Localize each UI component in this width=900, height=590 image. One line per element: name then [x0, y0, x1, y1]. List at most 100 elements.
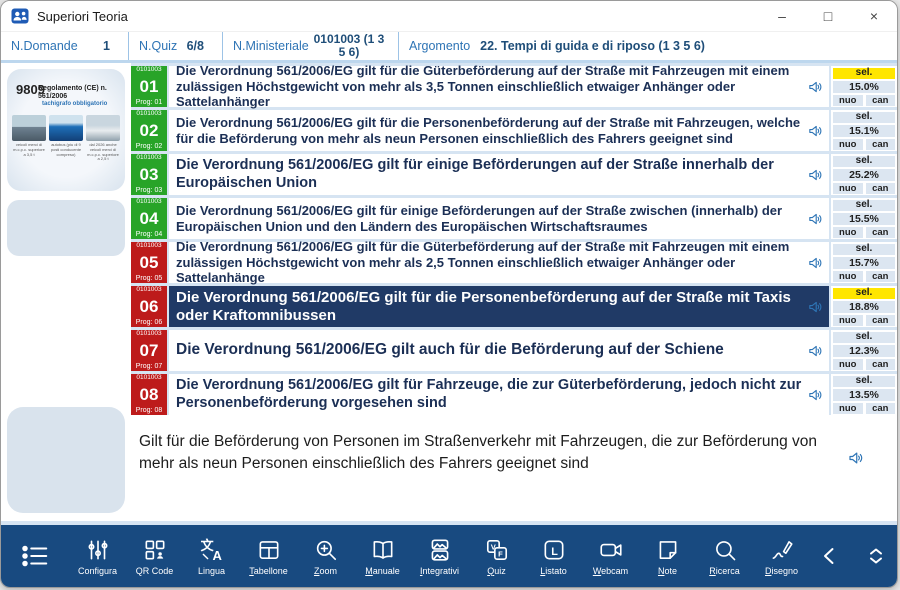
can-button[interactable]: can: [865, 358, 895, 370]
can-button[interactable]: can: [865, 226, 895, 238]
question-number-badge[interactable]: 0101003 03 Prog: 03: [131, 154, 167, 195]
nuo-button[interactable]: nuo: [833, 138, 863, 150]
speaker-icon[interactable]: [807, 122, 824, 139]
sel-button[interactable]: sel.: [833, 111, 895, 123]
configura-button[interactable]: Configura: [69, 537, 126, 576]
question-row[interactable]: 0101003 07 Prog: 07 Die Verordnung 561/2…: [131, 330, 897, 371]
question-text[interactable]: Die Verordnung 561/2006/EG gilt für die …: [169, 110, 829, 151]
manuale-button[interactable]: Manuale: [354, 537, 411, 576]
question-row[interactable]: 0101003 08 Prog: 08 Die Verordnung 561/2…: [131, 374, 897, 415]
question-number-badge[interactable]: 0101003 05 Prog: 05: [131, 242, 167, 283]
speaker-icon[interactable]: [807, 386, 824, 403]
disegno-button[interactable]: Disegno: [753, 537, 810, 576]
argomento-value: 22. Tempi di guida e di riposo (1 3 5 6): [480, 39, 705, 53]
webcam-button[interactable]: Webcam: [582, 537, 639, 576]
progressive-number: Prog: 03: [135, 187, 163, 194]
nuo-button[interactable]: nuo: [833, 182, 863, 194]
question-row[interactable]: 0101003 02 Prog: 02 Die Verordnung 561/2…: [131, 110, 897, 151]
question-row[interactable]: 0101003 03 Prog: 03 Die Verordnung 561/2…: [131, 154, 897, 195]
close-button[interactable]: ×: [869, 8, 879, 24]
can-button[interactable]: can: [865, 182, 895, 194]
note-button[interactable]: Note: [639, 537, 696, 576]
speaker-icon[interactable]: [807, 166, 824, 183]
sel-button[interactable]: sel.: [833, 155, 895, 167]
tabellone-label: Tabellone: [249, 565, 288, 576]
question-number-badge[interactable]: 0101003 02 Prog: 02: [131, 110, 167, 151]
integrativi-button[interactable]: Integrativi: [411, 537, 468, 576]
ministerial-code: 0101003: [136, 110, 162, 117]
ministerial-code: 0101003: [136, 66, 162, 73]
question-text[interactable]: Die Verordnung 561/2006/EG gilt für eini…: [169, 154, 829, 195]
chevron-left-icon[interactable]: [810, 536, 850, 576]
question-text[interactable]: Die Verordnung 561/2006/EG gilt für eini…: [169, 198, 829, 239]
sel-button[interactable]: sel.: [833, 287, 895, 299]
question-text[interactable]: Die Verordnung 561/2006/EG gilt für die …: [169, 239, 829, 285]
menu-list-icon[interactable]: [15, 541, 55, 571]
question-image-card[interactable]: 9809 Regolamento (CE) n. 561/2006 tachig…: [7, 69, 125, 191]
question-text[interactable]: Die Verordnung 561/2006/EG gilt auch für…: [169, 330, 829, 371]
question-number-badge[interactable]: 0101003 04 Prog: 04: [131, 198, 167, 239]
question-row[interactable]: 0101003 01 Prog: 01 Die Verordnung 561/2…: [131, 63, 897, 109]
sliders-icon: [88, 540, 107, 559]
question-row-selected[interactable]: 0101003 06 Prog: 06 Die Verordnung 561/2…: [131, 286, 897, 327]
webcam-label: Webcam: [592, 565, 629, 576]
sidebar: 9809 Regolamento (CE) n. 561/2006 tachig…: [1, 63, 131, 521]
selection-percentage: 15.0%: [833, 80, 895, 93]
question-text[interactable]: Die Verordnung 561/2006/EG gilt für die …: [169, 286, 829, 327]
question-text[interactable]: Die Verordnung 561/2006/EG gilt für Fahr…: [169, 374, 829, 415]
ministerial-code: 0101003: [136, 198, 162, 205]
chevrons-up-down-icon[interactable]: [856, 536, 896, 576]
speaker-icon[interactable]: [807, 298, 824, 315]
can-button[interactable]: can: [865, 402, 895, 414]
sel-button[interactable]: sel.: [833, 67, 895, 79]
ricerca-button[interactable]: Ricerca: [696, 537, 753, 576]
question-number: 03: [139, 164, 159, 184]
can-button[interactable]: can: [865, 94, 895, 106]
listato-button[interactable]: L Listato: [525, 537, 582, 576]
question-number-badge[interactable]: 0101003 01 Prog: 01: [131, 66, 167, 107]
field-argomento: Argomento 22. Tempi di guida e di riposo…: [399, 32, 897, 60]
question-text-content: Die Verordnung 561/2006/EG gilt für eini…: [176, 202, 783, 234]
question-number-badge[interactable]: 0101003 06 Prog: 06: [131, 286, 167, 327]
quiz-button[interactable]: V F Quiz: [468, 537, 525, 576]
selection-percentage: 13.5%: [833, 388, 895, 401]
nuo-button[interactable]: nuo: [833, 402, 863, 414]
speaker-icon[interactable]: [847, 449, 865, 467]
minimize-button[interactable]: –: [778, 8, 786, 24]
tabellone-button[interactable]: Tabellone: [240, 537, 297, 576]
speaker-icon[interactable]: [807, 254, 824, 271]
zoom-button[interactable]: Zoom: [297, 537, 354, 576]
sel-button[interactable]: sel.: [833, 375, 895, 387]
nuo-button[interactable]: nuo: [833, 314, 863, 326]
field-n-ministeriale: N.Ministeriale 0101003 (1 3 5 6): [223, 32, 399, 60]
can-button[interactable]: can: [865, 270, 895, 282]
can-button[interactable]: can: [865, 138, 895, 150]
question-row[interactable]: 0101003 04 Prog: 04 Die Verordnung 561/2…: [131, 198, 897, 239]
nuo-button[interactable]: nuo: [833, 226, 863, 238]
row-stats: sel. 12.3% nuo can: [831, 330, 897, 371]
sel-button[interactable]: sel.: [833, 331, 895, 343]
n-quiz-label: N.Quiz: [139, 39, 178, 53]
question-number-badge[interactable]: 0101003 07 Prog: 07: [131, 330, 167, 371]
speaker-icon[interactable]: [807, 210, 824, 227]
question-row[interactable]: 0101003 05 Prog: 05 Die Verordnung 561/2…: [131, 239, 897, 285]
question-text-content: Die Verordnung 561/2006/EG gilt für die …: [176, 288, 791, 324]
speaker-icon[interactable]: [807, 342, 824, 359]
nuo-button[interactable]: nuo: [833, 358, 863, 370]
lingua-button[interactable]: 文 A Lingua: [183, 537, 240, 576]
question-number-badge[interactable]: 0101003 08 Prog: 08: [131, 374, 167, 415]
speaker-icon[interactable]: [807, 78, 824, 95]
qr-code-icon: [145, 540, 164, 559]
sel-button[interactable]: sel.: [833, 199, 895, 211]
can-button[interactable]: can: [865, 314, 895, 326]
nuo-button[interactable]: nuo: [833, 94, 863, 106]
question-text[interactable]: Die Verordnung 561/2006/EG gilt für die …: [169, 63, 829, 109]
qr-code-button[interactable]: QR Code: [126, 537, 183, 576]
nuo-button[interactable]: nuo: [833, 270, 863, 282]
sel-button[interactable]: sel.: [833, 243, 895, 255]
question-number: 01: [139, 76, 159, 96]
maximize-button[interactable]: □: [823, 8, 833, 24]
field-n-domande: N.Domande 1: [1, 32, 129, 60]
stacked-images-icon: [431, 538, 448, 561]
bottom-toolbar: Configura QR Code 文 A Lingua Tabellone: [1, 525, 897, 587]
